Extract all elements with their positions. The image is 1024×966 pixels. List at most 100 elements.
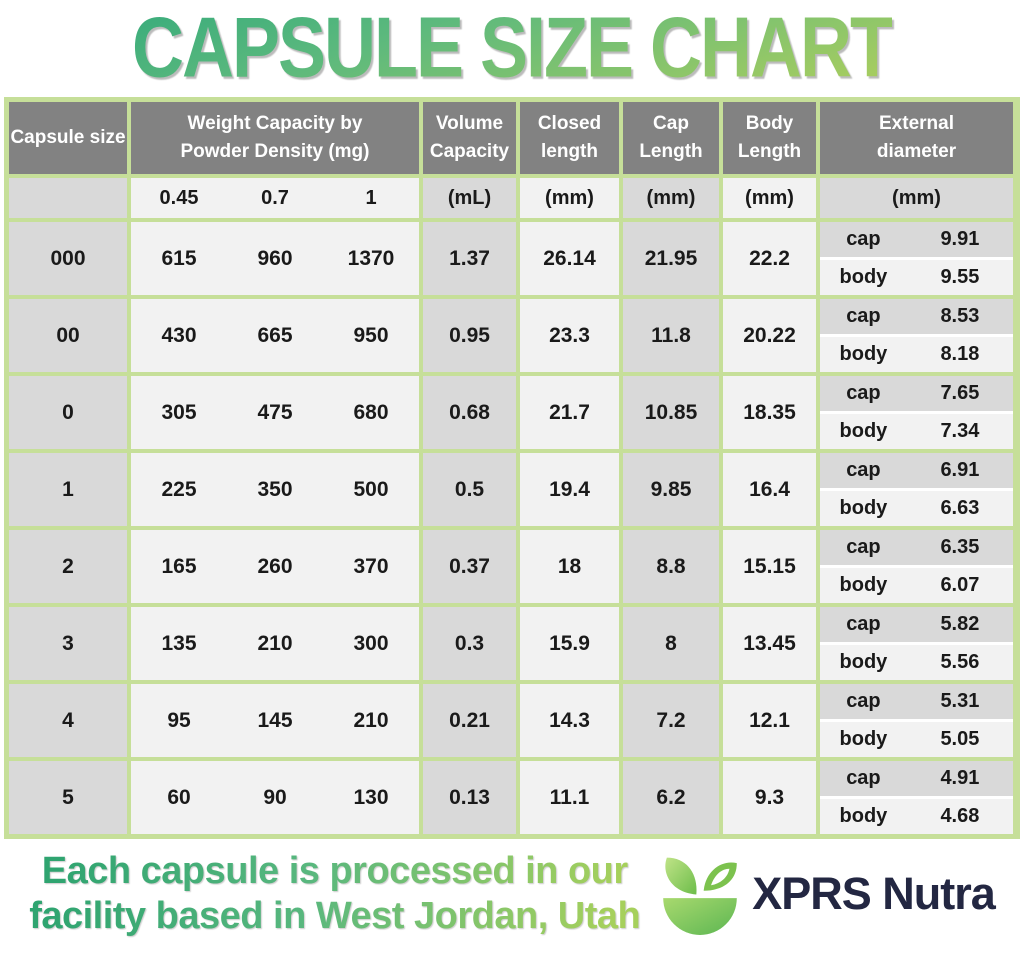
units-densities: 0.45 0.7 1 [131, 178, 419, 218]
cell-volume: 1.37 [423, 222, 516, 295]
external-cap-row: cap 5.82 [820, 607, 1013, 642]
cell-capsule-size: 3 [9, 607, 127, 680]
external-body-row: body 4.68 [820, 799, 1013, 834]
header-line: Cap [653, 113, 689, 135]
density-045-label: 0.45 [159, 186, 199, 209]
weight-1: 500 [353, 477, 389, 501]
col-header-body-length: Body Length [723, 102, 816, 174]
weight-045: 305 [161, 400, 197, 424]
header-line: External [879, 113, 954, 135]
cell-body-length: 16.4 [723, 453, 816, 526]
tagline-line-2: facility based in West Jordan, Utah [29, 894, 641, 937]
density-1-label: 1 [365, 186, 377, 209]
cell-external-diameter: cap 6.35 body 6.07 [820, 530, 1013, 603]
cell-volume: 0.68 [423, 376, 516, 449]
cell-cap-length: 8.8 [623, 530, 719, 603]
weight-07: 960 [257, 246, 293, 270]
header-line: diameter [876, 141, 957, 162]
cap-diameter: 9.91 [940, 228, 980, 250]
cap-diameter: 7.65 [940, 382, 980, 404]
cell-body-length: 9.3 [723, 761, 816, 834]
weight-1: 300 [353, 631, 389, 655]
cap-label: cap [846, 767, 881, 789]
cell-weight-capacity: 225 350 500 [131, 453, 419, 526]
body-label: body [839, 728, 888, 750]
cell-closed-length: 15.9 [520, 607, 619, 680]
cell-cap-length: 6.2 [623, 761, 719, 834]
weight-1: 950 [353, 323, 389, 347]
cap-label: cap [846, 382, 881, 404]
cell-closed-length: 11.1 [520, 761, 619, 834]
cell-body-length: 20.22 [723, 299, 816, 372]
cell-closed-length: 19.4 [520, 453, 619, 526]
cell-external-diameter: cap 5.82 body 5.56 [820, 607, 1013, 680]
weight-07: 210 [257, 631, 293, 655]
cell-capsule-size: 0 [9, 376, 127, 449]
external-cap-row: cap 9.91 [820, 222, 1013, 257]
cap-diameter: 6.91 [940, 459, 980, 481]
weight-07: 90 [263, 785, 287, 809]
body-diameter: 8.18 [940, 343, 980, 365]
cap-diameter: 4.91 [940, 767, 980, 789]
cap-diameter: 8.53 [940, 305, 980, 327]
external-cap-row: cap 8.53 [820, 299, 1013, 334]
units-capsule-size-blank [9, 178, 127, 218]
weight-07: 260 [257, 554, 293, 578]
cell-body-length: 22.2 [723, 222, 816, 295]
weight-045: 95 [167, 708, 191, 732]
weight-07: 475 [257, 400, 293, 424]
cell-cap-length: 9.85 [623, 453, 719, 526]
body-diameter: 5.56 [940, 651, 980, 673]
header-line: Length [737, 141, 802, 162]
cell-volume: 0.13 [423, 761, 516, 834]
cell-weight-capacity: 165 260 370 [131, 530, 419, 603]
cell-capsule-size: 1 [9, 453, 127, 526]
cap-diameter: 5.31 [940, 690, 980, 712]
external-cap-row: cap 7.65 [820, 376, 1013, 411]
cell-capsule-size: 000 [9, 222, 127, 295]
col-header-closed-length: Closed length [520, 102, 619, 174]
external-body-row: body 6.63 [820, 491, 1013, 526]
cap-diameter: 5.82 [940, 613, 980, 635]
external-cap-row: cap 5.31 [820, 684, 1013, 719]
header-line: Body [745, 113, 794, 135]
header-line: Powder Density (mg) [180, 141, 370, 162]
cell-body-length: 13.45 [723, 607, 816, 680]
cell-capsule-size: 00 [9, 299, 127, 372]
leaf-bowl-logo-icon [663, 857, 738, 935]
cap-label: cap [846, 459, 881, 481]
body-label: body [839, 805, 888, 827]
body-label: body [839, 574, 888, 596]
cap-label: cap [846, 305, 881, 327]
cell-weight-capacity: 95 145 210 [131, 684, 419, 757]
capsule-size-table: Capsule size Weight Capacity by Powder D… [4, 97, 1020, 839]
cell-cap-length: 11.8 [623, 299, 719, 372]
external-body-row: body 9.55 [820, 260, 1013, 295]
cell-closed-length: 26.14 [520, 222, 619, 295]
cell-external-diameter: cap 4.91 body 4.68 [820, 761, 1013, 834]
external-body-row: body 7.34 [820, 414, 1013, 449]
cell-weight-capacity: 615 960 1370 [131, 222, 419, 295]
cell-capsule-size: 4 [9, 684, 127, 757]
units-cap-length: (mm) [623, 178, 719, 218]
weight-1: 210 [353, 708, 389, 732]
body-label: body [839, 497, 888, 519]
col-header-external-diameter: External diameter [820, 102, 1013, 174]
weight-07: 665 [257, 323, 293, 347]
body-diameter: 6.63 [940, 497, 980, 519]
cell-volume: 0.37 [423, 530, 516, 603]
cell-capsule-size: 5 [9, 761, 127, 834]
weight-1: 680 [353, 400, 389, 424]
external-body-row: body 6.07 [820, 568, 1013, 603]
cell-closed-length: 14.3 [520, 684, 619, 757]
cell-body-length: 12.1 [723, 684, 816, 757]
cell-closed-length: 23.3 [520, 299, 619, 372]
cell-cap-length: 8 [623, 607, 719, 680]
external-cap-row: cap 6.91 [820, 453, 1013, 488]
weight-045: 225 [161, 477, 197, 501]
header-line: Capacity [429, 141, 510, 162]
cell-volume: 0.21 [423, 684, 516, 757]
cell-body-length: 18.35 [723, 376, 816, 449]
cell-body-length: 15.15 [723, 530, 816, 603]
body-label: body [839, 420, 888, 442]
